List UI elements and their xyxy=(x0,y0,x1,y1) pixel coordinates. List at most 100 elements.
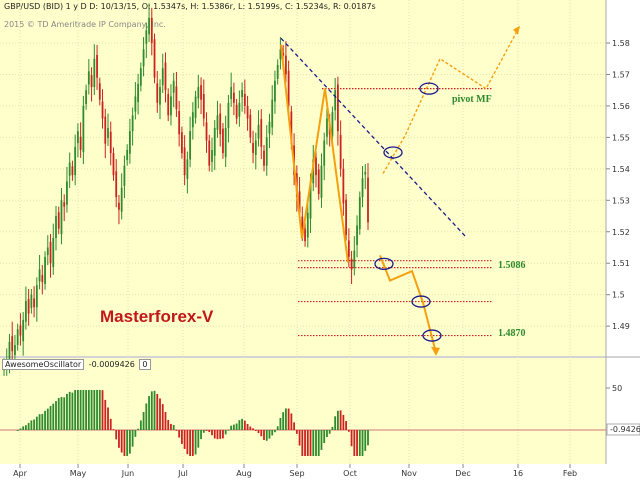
candle-body xyxy=(208,140,211,166)
candle-body xyxy=(60,200,63,235)
price-tick-label: 1.56 xyxy=(612,102,630,111)
month-tick-label: Feb xyxy=(563,469,577,478)
oscillator-bar xyxy=(159,398,161,430)
candle-body xyxy=(227,102,230,128)
oscillator-bar xyxy=(55,401,57,430)
candle-body xyxy=(309,181,312,219)
oscillator-bar xyxy=(227,429,230,431)
oscillator-bar xyxy=(271,430,274,436)
candle-body xyxy=(49,241,52,264)
oscillator-bar xyxy=(252,428,254,430)
candle-body xyxy=(263,150,265,166)
oscillator-bar xyxy=(326,430,328,438)
candle-body xyxy=(82,105,85,152)
oscillator-bar xyxy=(254,430,257,431)
candle-body xyxy=(189,131,192,160)
oscillator-bar xyxy=(139,420,142,430)
oscillator-name[interactable]: AwesomeOscillator xyxy=(2,359,85,370)
candle-body xyxy=(30,294,33,308)
candle-body xyxy=(323,140,326,166)
candle-body xyxy=(356,225,358,245)
close-label: C: 1.5234s xyxy=(284,2,328,11)
candle-body xyxy=(66,181,68,205)
candle-body xyxy=(284,55,287,75)
oscillator-bar xyxy=(164,412,167,430)
candle-body xyxy=(194,96,197,118)
candle-body xyxy=(11,336,14,352)
oscillator-bar xyxy=(76,390,79,430)
candle-body xyxy=(134,96,137,112)
oscillator-bar xyxy=(298,430,301,446)
candle-body xyxy=(216,115,219,130)
oscillator-value: -0.0009426 xyxy=(88,360,135,369)
candle-body xyxy=(331,112,334,137)
oscillator-bar xyxy=(323,430,326,443)
candle-body xyxy=(353,250,356,268)
projection-up xyxy=(382,25,521,174)
oscillator-bar xyxy=(317,430,320,456)
highlight-ellipse xyxy=(383,146,403,159)
candle-body xyxy=(68,162,71,176)
candle-body xyxy=(148,17,150,35)
oscillator-bar xyxy=(137,428,140,430)
oscillator-bar xyxy=(35,416,38,430)
oscillator-bar xyxy=(161,404,164,430)
oscillator-bar xyxy=(38,414,41,430)
candle-body xyxy=(274,80,276,102)
oscillator-bar xyxy=(123,430,126,456)
osc-axis-label: 50 xyxy=(612,384,622,393)
candle-body xyxy=(268,121,271,134)
oscillator-bar xyxy=(74,390,77,430)
oscillator-bar xyxy=(186,430,189,455)
month-tick-label: Apr xyxy=(13,469,28,478)
highlight-ellipse xyxy=(422,329,442,342)
price-tick-label: 1.54 xyxy=(612,165,630,174)
candle-body xyxy=(232,92,235,103)
oscillator-bar xyxy=(336,410,339,430)
candle-body xyxy=(254,140,257,156)
candle-body xyxy=(85,90,88,105)
price-tick-label: 1.58 xyxy=(612,39,630,48)
level-label-2: 1.4870 xyxy=(498,328,526,339)
oscillator-bar xyxy=(235,423,238,430)
candle-body xyxy=(191,112,194,128)
candle-body xyxy=(287,70,290,106)
oscillator-bar xyxy=(57,397,60,430)
oscillator-bar xyxy=(350,430,353,447)
oscillator-header: AwesomeOscillator -0.0009426 0 xyxy=(2,359,151,372)
oscillator-bar xyxy=(156,394,159,430)
oscillator-bar xyxy=(41,413,44,430)
candle-body xyxy=(87,71,90,85)
oscillator-bar xyxy=(148,396,150,430)
candle-body xyxy=(224,127,227,157)
candle-body xyxy=(178,110,181,135)
candle-body xyxy=(44,256,46,284)
oscillator-bar xyxy=(66,393,68,430)
oscillator-bar xyxy=(282,412,285,430)
candle-body xyxy=(241,90,244,98)
month-tick-label: Sep xyxy=(289,469,304,478)
oscillator-bar xyxy=(175,429,178,431)
oscillator-bar xyxy=(101,390,104,430)
oscillator-bar xyxy=(342,414,345,430)
oscillator-bar xyxy=(104,399,107,430)
candle-body xyxy=(320,165,323,198)
oscillator-bar xyxy=(358,430,361,456)
candle-body xyxy=(358,197,361,230)
candle-body xyxy=(213,127,216,156)
oscillator-bar xyxy=(79,390,82,430)
oscillator-bar xyxy=(153,390,156,430)
candle-body xyxy=(317,169,320,195)
drawings xyxy=(280,25,521,356)
oscillator-bar xyxy=(24,425,27,430)
oscillator-bar xyxy=(274,430,276,433)
high-label: H: 1.5386r xyxy=(190,2,233,11)
oscillator-bar xyxy=(328,430,331,434)
oscillator-bar xyxy=(112,429,115,431)
oscillator-bar xyxy=(287,408,290,430)
candle-body xyxy=(164,62,167,91)
candle-body xyxy=(279,49,282,60)
candle-body xyxy=(96,54,98,78)
candle-body xyxy=(35,285,38,308)
candle-body xyxy=(170,96,172,116)
